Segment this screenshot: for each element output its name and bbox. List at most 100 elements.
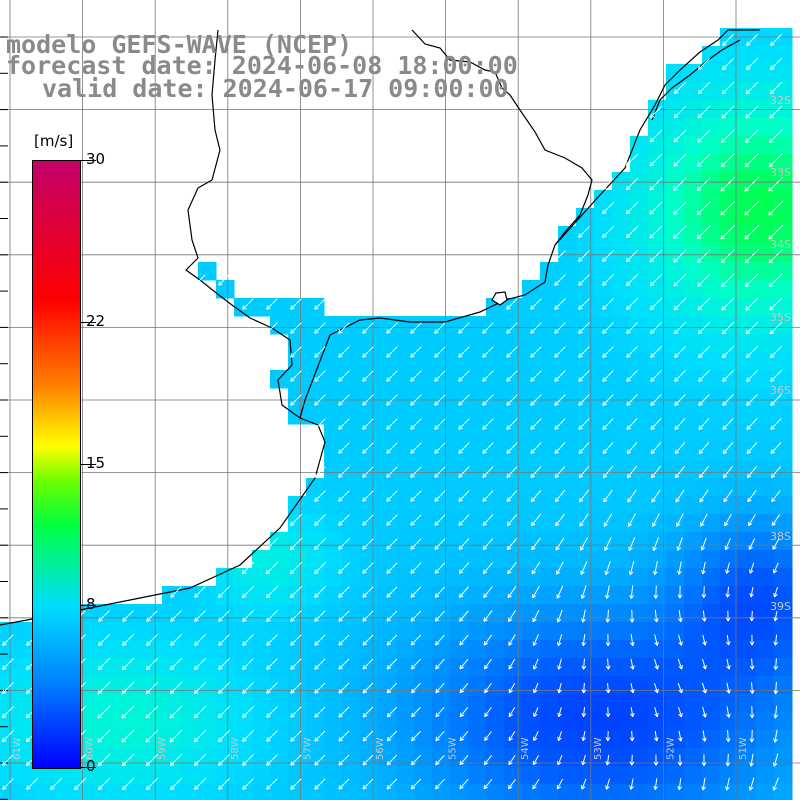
- wind-arrow: [726, 658, 731, 670]
- wind-arrow: [458, 538, 470, 550]
- wind-arrow: [169, 753, 183, 767]
- wind-arrow: [581, 658, 587, 670]
- wind-cell: [630, 424, 649, 443]
- wind-arrow: [459, 658, 469, 670]
- wind-cell: [666, 514, 685, 533]
- wind-arrow: [145, 778, 158, 791]
- wind-cell: [666, 316, 685, 335]
- wind-arrow: [362, 730, 374, 742]
- wind-cell: [756, 352, 775, 371]
- wind-arrow: [1, 705, 15, 719]
- wind-arrow: [458, 418, 470, 430]
- wind-arrow: [772, 753, 779, 767]
- wind-arrow: [266, 754, 278, 766]
- wind-arrow: [410, 370, 422, 382]
- wind-cell: [630, 568, 649, 587]
- wind-cell: [558, 640, 577, 659]
- wind-arrow: [2, 634, 14, 646]
- wind-cell: [198, 640, 217, 659]
- wind-cell: [738, 568, 757, 587]
- wind-arrow: [97, 681, 111, 695]
- wind-arrow: [701, 754, 707, 767]
- wind-cell: [540, 352, 559, 371]
- wind-cell: [756, 568, 775, 587]
- wind-cell: [216, 748, 235, 767]
- wind-cell: [522, 388, 541, 407]
- wind-cell: [288, 388, 307, 407]
- wind-arrow: [746, 466, 758, 479]
- wind-arrow: [362, 610, 374, 622]
- wind-cell: [684, 478, 703, 497]
- wind-cell: [234, 712, 253, 731]
- wind-cell: [342, 550, 361, 569]
- wind-arrow: [773, 658, 779, 670]
- wind-cell: [738, 154, 757, 173]
- wind-cell: [126, 676, 145, 695]
- wind-arrow: [649, 129, 663, 143]
- wind-cell: [432, 514, 451, 533]
- wind-cell: [756, 442, 775, 461]
- wind-cell: [198, 712, 217, 731]
- wind-cell: [522, 316, 541, 335]
- wind-cell: [54, 784, 73, 800]
- wind-cell: [378, 676, 397, 695]
- wind-arrow: [1, 754, 14, 767]
- wind-arrow: [410, 730, 421, 742]
- wind-arrow: [696, 200, 712, 216]
- wind-cell: [450, 640, 469, 659]
- wind-arrow: [605, 682, 611, 694]
- wind-arrow: [121, 753, 135, 767]
- wind-cell: [342, 388, 361, 407]
- wind-cell: [108, 730, 127, 749]
- wind-cell: [720, 82, 739, 101]
- wind-arrow: [266, 322, 278, 334]
- wind-cell: [504, 784, 523, 800]
- wind-cell: [522, 550, 541, 569]
- wind-cell: [360, 316, 379, 335]
- wind-cell: [522, 496, 541, 515]
- wind-arrow: [602, 274, 614, 286]
- wind-cell: [738, 424, 757, 443]
- wind-cell: [324, 766, 343, 785]
- wind-arrow: [458, 466, 470, 478]
- wind-cell: [414, 478, 433, 497]
- wind-arrow: [650, 418, 662, 430]
- wind-arrow: [193, 729, 207, 743]
- wind-arrow: [746, 370, 758, 383]
- wind-cell: [162, 640, 181, 659]
- wind-cell: [774, 316, 793, 335]
- wind-cell: [414, 658, 433, 677]
- wind-cell: [468, 694, 487, 713]
- wind-cell: [648, 766, 667, 785]
- wind-cell: [450, 388, 469, 407]
- wind-arrow: [338, 562, 350, 574]
- wind-arrow: [749, 706, 755, 719]
- wind-cell: [432, 442, 451, 461]
- wind-cell: [36, 784, 55, 800]
- wind-arrow: [697, 105, 711, 119]
- wind-cell: [648, 388, 667, 407]
- lat-label: 38S: [770, 530, 791, 543]
- wind-cell: [450, 730, 469, 749]
- wind-arrow: [459, 754, 469, 766]
- wind-cell: [666, 460, 685, 479]
- wind-arrow: [73, 778, 86, 791]
- wind-cell: [486, 406, 505, 425]
- wind-arrow: [386, 658, 398, 670]
- wind-arrow: [508, 682, 516, 694]
- wind-cell: [702, 226, 721, 245]
- wind-cell: [666, 172, 685, 191]
- wind-cell: [684, 190, 703, 209]
- wind-arrow: [605, 731, 611, 742]
- wind-arrow: [625, 249, 639, 263]
- wind-cell: [306, 748, 325, 767]
- wind-cell: [756, 622, 775, 641]
- wind-arrow: [530, 466, 542, 478]
- wind-cell: [342, 334, 361, 353]
- wind-arrow: [386, 418, 398, 430]
- wind-arrow: [410, 586, 422, 598]
- wind-arrow: [627, 489, 637, 503]
- wind-cell: [378, 640, 397, 659]
- wind-cell: [468, 784, 487, 800]
- wind-arrow: [769, 129, 783, 143]
